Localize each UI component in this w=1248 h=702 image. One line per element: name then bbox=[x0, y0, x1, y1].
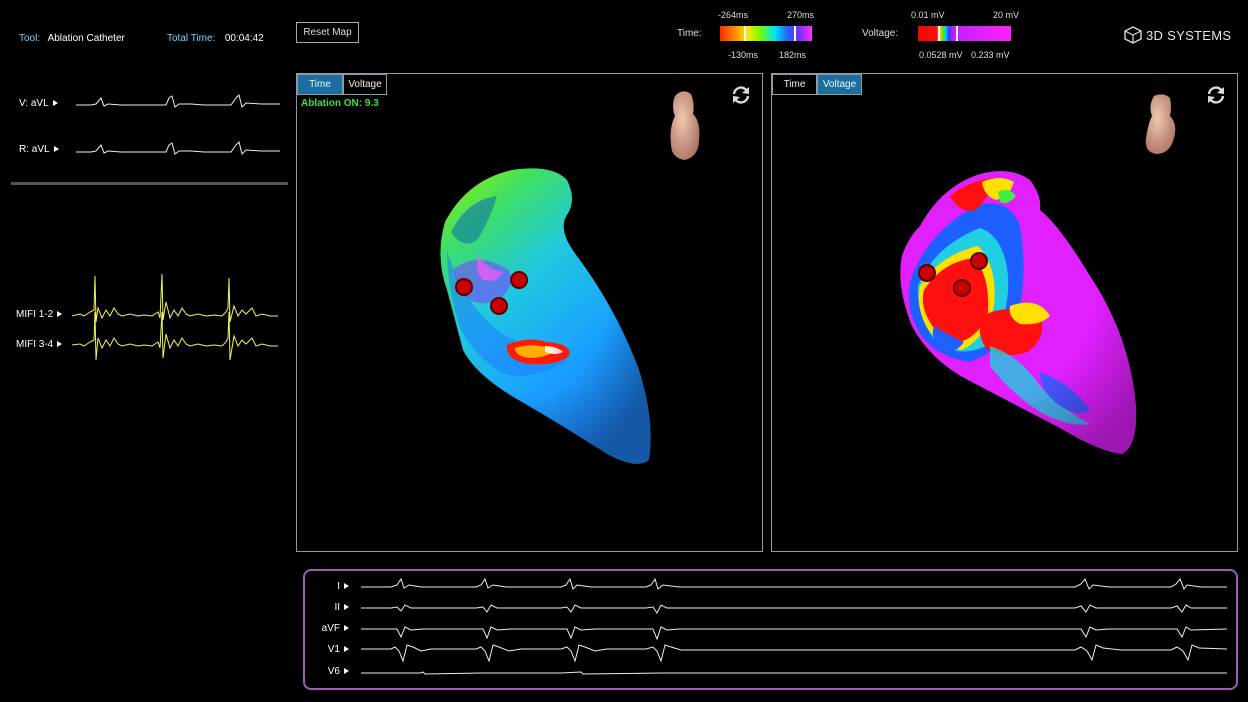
time-color-scale[interactable] bbox=[720, 26, 812, 41]
total-time-label: Total Time: bbox=[167, 33, 216, 44]
tab-time[interactable]: Time bbox=[297, 74, 343, 95]
total-time-value: 00:04:42 bbox=[224, 33, 264, 44]
voltage-scale-bottom-left: 0.0528 mV bbox=[919, 50, 963, 60]
ecg-trace-v1 bbox=[361, 644, 1228, 663]
ablation-points bbox=[918, 252, 988, 297]
ecg-lead-label[interactable]: V6 bbox=[305, 666, 349, 677]
trace-mifi bbox=[72, 273, 278, 361]
voltage-scale-label: Voltage: bbox=[862, 28, 899, 39]
ecg-trace-ii bbox=[361, 604, 1227, 614]
ablation-point[interactable] bbox=[953, 279, 971, 297]
voltage-scale-bottom-right: 0.233 mV bbox=[971, 50, 1010, 60]
play-arrow-icon bbox=[53, 146, 59, 153]
signal-divider bbox=[11, 182, 288, 185]
ablation-point[interactable] bbox=[970, 252, 988, 270]
time-scale-label: Time: bbox=[677, 28, 702, 39]
voltage-color-scale[interactable] bbox=[918, 26, 1011, 41]
ecg-trace-v6 bbox=[361, 671, 1227, 675]
reset-map-button[interactable]: Reset Map bbox=[296, 22, 359, 43]
play-arrow-icon bbox=[344, 604, 349, 611]
voltage-scale-marker-high[interactable] bbox=[956, 26, 958, 41]
ablation-point[interactable] bbox=[510, 271, 528, 289]
ecg-traces bbox=[361, 577, 1228, 675]
heart-orientation-icon[interactable] bbox=[1140, 92, 1180, 158]
tool-label: Tool: bbox=[19, 33, 41, 44]
tab-voltage[interactable]: Voltage bbox=[343, 74, 387, 95]
refresh-icon[interactable] bbox=[1205, 84, 1227, 106]
ablation-point[interactable] bbox=[490, 297, 508, 315]
heart-voltage-map[interactable] bbox=[890, 166, 1150, 466]
heart-time-map[interactable] bbox=[417, 160, 667, 470]
ablation-points bbox=[455, 271, 528, 315]
ecg-lead-label[interactable]: V1 bbox=[305, 644, 349, 655]
brand-logo: 3D SYSTEMS bbox=[1124, 26, 1231, 44]
time-scale-top-left: -264ms bbox=[718, 10, 749, 20]
time-scale-marker-low[interactable] bbox=[744, 26, 746, 41]
play-arrow-icon bbox=[57, 311, 63, 318]
voltage-scale-top-left: 0.01 mV bbox=[911, 10, 945, 20]
play-arrow-icon bbox=[52, 100, 58, 107]
ecg-panel[interactable]: I II aVF V1 V6 bbox=[303, 569, 1238, 690]
tool-value: Ablation Catheter bbox=[47, 33, 125, 44]
voltage-scale-top-right: 20 mV bbox=[993, 10, 1020, 20]
time-scale-bottom-right: 182ms bbox=[779, 50, 807, 60]
trace-v-avl bbox=[76, 94, 280, 108]
time-scale-top-right: 270ms bbox=[787, 10, 815, 20]
time-panel-tabs: Time Voltage bbox=[297, 74, 387, 95]
signal-label-v-avl[interactable]: V: aVL bbox=[19, 98, 58, 109]
ecg-trace-i bbox=[361, 577, 1227, 591]
time-scale-marker-high[interactable] bbox=[794, 26, 796, 41]
voltage-map-panel[interactable]: Time Voltage bbox=[771, 73, 1238, 552]
ablation-status: Ablation ON: 9.3 bbox=[301, 98, 379, 109]
play-arrow-icon bbox=[344, 625, 349, 632]
heart-orientation-icon[interactable] bbox=[665, 88, 707, 162]
tab-voltage[interactable]: Voltage bbox=[817, 74, 862, 95]
signal-label-mifi-12[interactable]: MIFI 1-2 bbox=[16, 309, 63, 320]
play-arrow-icon bbox=[57, 341, 63, 348]
ecg-lead-label[interactable]: aVF bbox=[305, 623, 349, 634]
tool-info: Tool: Ablation Catheter bbox=[19, 28, 125, 46]
tab-time[interactable]: Time bbox=[772, 74, 817, 95]
brand-name: 3D SYSTEMS bbox=[1146, 27, 1232, 43]
ecg-lead-label[interactable]: I bbox=[305, 581, 349, 592]
3d-systems-logo-icon bbox=[1124, 26, 1142, 44]
refresh-icon[interactable] bbox=[730, 84, 752, 106]
time-scale-bottom-left: -130ms bbox=[728, 50, 759, 60]
ecg-lead-label[interactable]: II bbox=[305, 602, 349, 613]
voltage-panel-tabs: Time Voltage bbox=[772, 74, 862, 95]
play-arrow-icon bbox=[344, 668, 349, 675]
trace-r-avl bbox=[76, 141, 280, 155]
ecg-trace-avf bbox=[361, 626, 1228, 641]
signal-label-r-avl[interactable]: R: aVL bbox=[19, 144, 59, 155]
voltage-scale-marker-low[interactable] bbox=[938, 26, 940, 41]
total-time: Total Time: 00:04:42 bbox=[167, 28, 264, 46]
ablation-point[interactable] bbox=[918, 264, 936, 282]
signal-label-mifi-34[interactable]: MIFI 3-4 bbox=[16, 339, 63, 350]
time-map-panel[interactable]: Time Voltage Ablation ON: 9.3 bbox=[296, 73, 763, 552]
play-arrow-icon bbox=[344, 583, 349, 590]
ablation-point[interactable] bbox=[455, 278, 473, 296]
play-arrow-icon bbox=[344, 646, 349, 653]
